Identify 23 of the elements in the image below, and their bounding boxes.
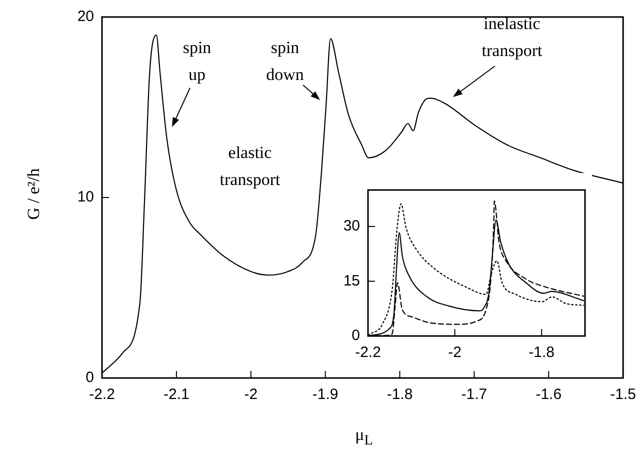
x-tick-label: -1.9 — [312, 386, 338, 404]
x-tick-label: -1.5 — [610, 386, 636, 404]
y-axis-title: G / e²/h — [24, 168, 44, 220]
x-tick-label: -2 — [244, 386, 258, 404]
y-tick-label: 0 — [352, 327, 360, 344]
x-tick-label: -1.6 — [536, 386, 562, 404]
y-tick-label: 20 — [77, 8, 94, 26]
x-tick-label: -1.8 — [528, 344, 555, 362]
x-tick-label: -2 — [448, 344, 462, 362]
annotation: spin up — [182, 37, 212, 86]
x-tick-label: -2.2 — [355, 344, 381, 362]
annotation: elastic transport — [218, 142, 282, 191]
x-tick-label: -2.2 — [89, 386, 115, 404]
x-tick-label: -1.7 — [461, 386, 488, 404]
x-tick-label: -1.8 — [386, 386, 413, 404]
x-axis-title: μ$_{L}$ — [354, 425, 374, 450]
y-tick-label: 10 — [77, 188, 94, 206]
annotation: spin down — [265, 37, 305, 86]
y-tick-label: 30 — [343, 218, 360, 235]
x-tick-label: -2.1 — [164, 386, 190, 404]
y-tick-label: 15 — [343, 272, 360, 290]
y-tick-label: 0 — [86, 369, 94, 386]
annotation: inelastic transport — [480, 13, 544, 62]
